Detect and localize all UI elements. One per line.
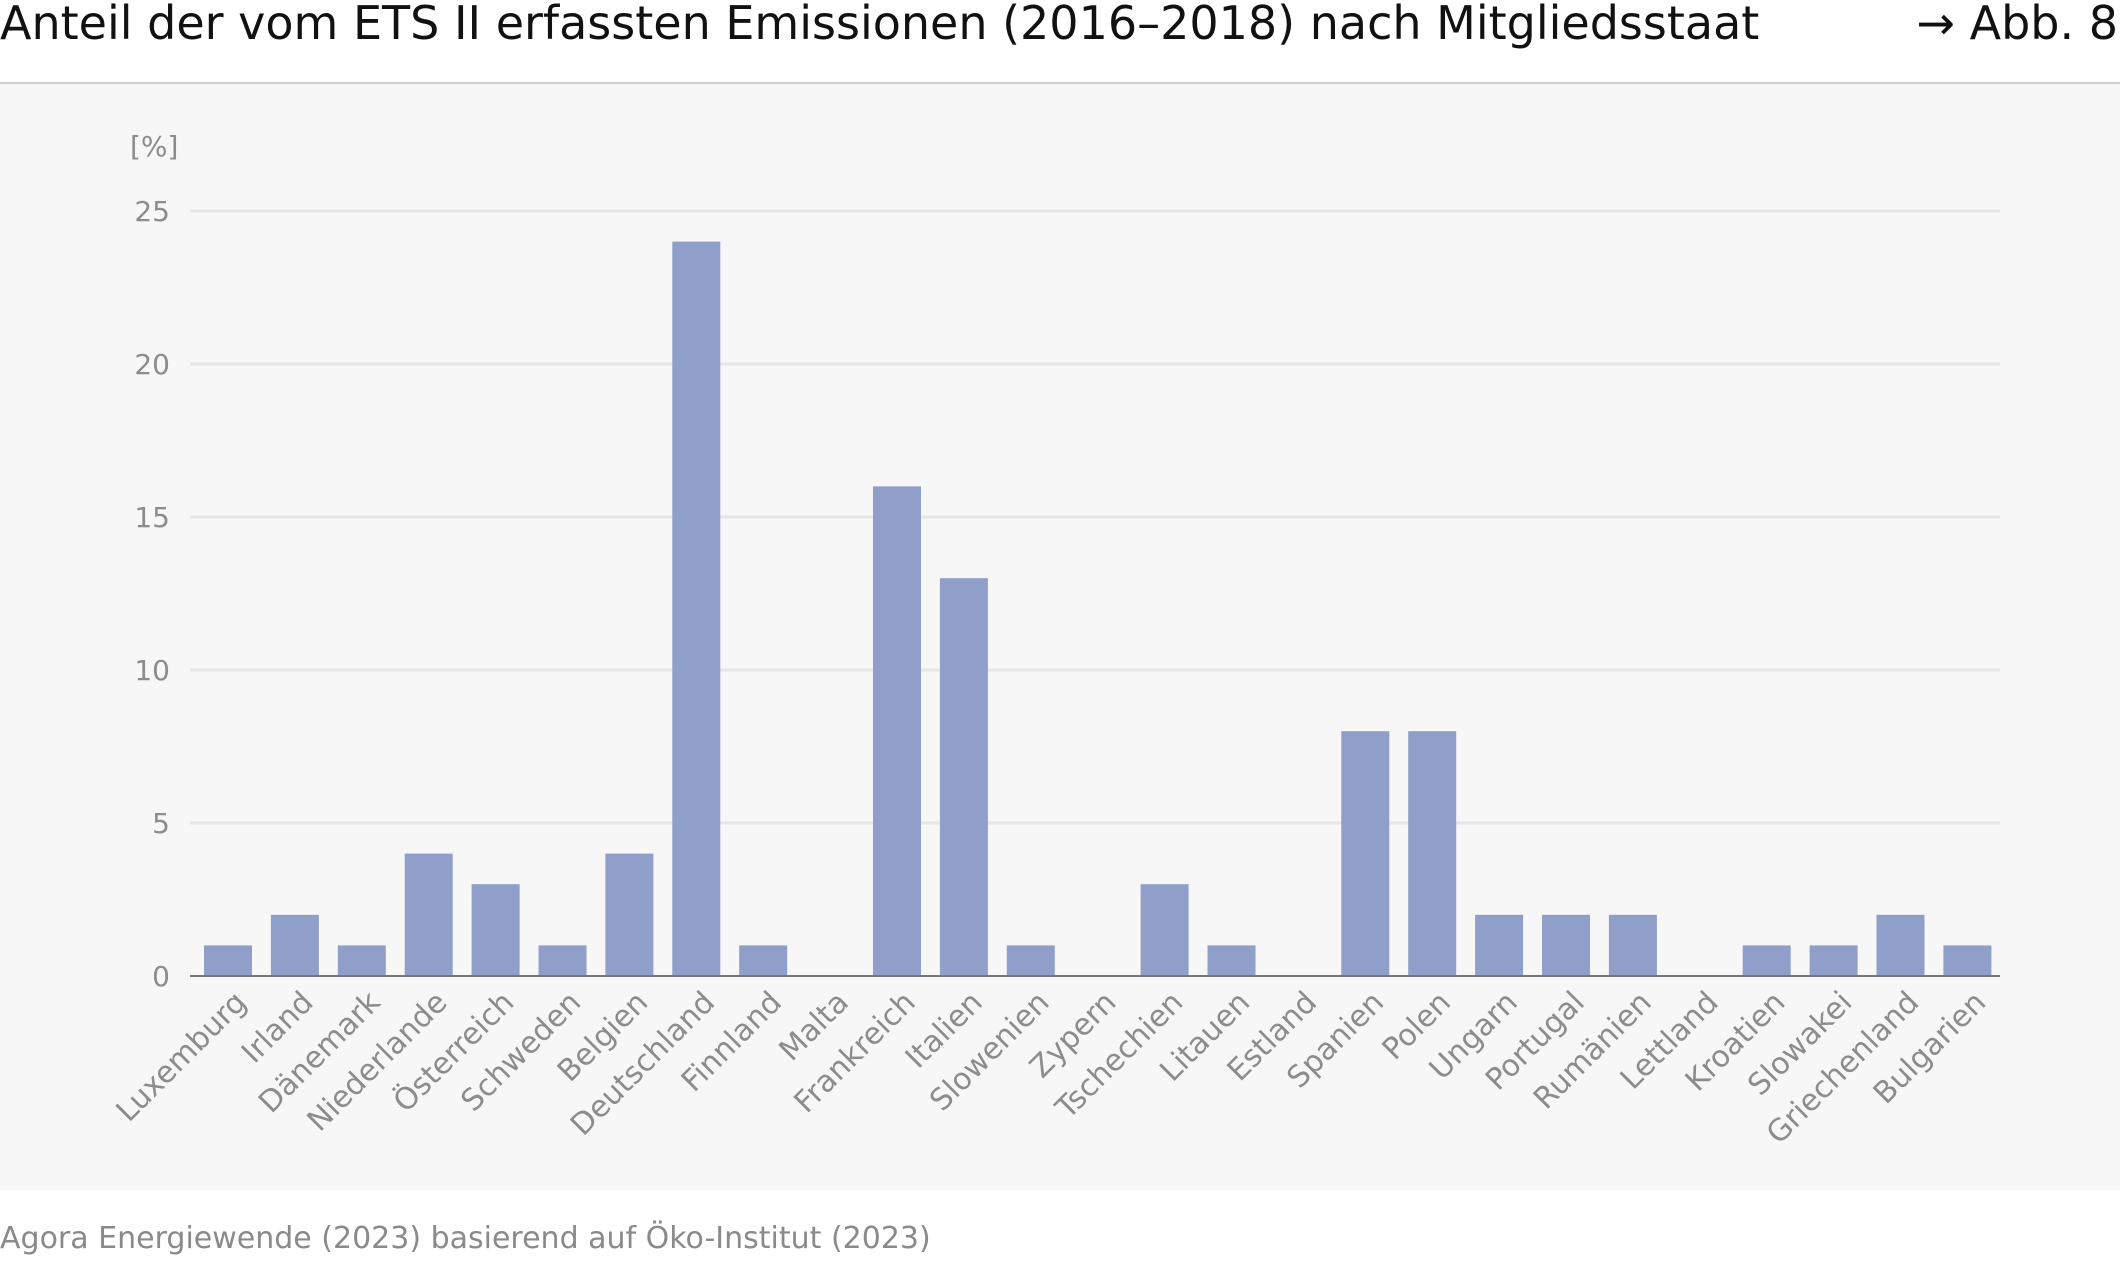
bar-tschechien xyxy=(1140,884,1189,976)
y-axis-unit-label: [%] xyxy=(130,130,178,163)
bar-schweden xyxy=(538,945,587,976)
y-tick-label: 0 xyxy=(152,960,170,993)
bar-belgien xyxy=(605,853,654,976)
y-tick-label: 20 xyxy=(134,348,170,381)
figure-reference[interactable]: → Abb. 8 xyxy=(1916,0,2118,50)
bar-bulgarien xyxy=(1943,945,1992,976)
bar-kroatien xyxy=(1742,945,1791,976)
bar-ungarn xyxy=(1475,914,1524,976)
bar-slowenien xyxy=(1006,945,1055,976)
bar-slowakei xyxy=(1809,945,1858,976)
bar-irland xyxy=(270,914,319,976)
y-tick-label: 5 xyxy=(152,807,170,840)
bar-spanien xyxy=(1341,731,1390,976)
bar-österreich xyxy=(471,884,520,976)
chart-title: Anteil der vom ETS II erfassten Emission… xyxy=(0,0,1760,50)
bar-chart: [%] 0510152025LuxemburgIrlandDänemarkNie… xyxy=(110,130,2000,1151)
header: Anteil der vom ETS II erfassten Emission… xyxy=(0,0,2120,82)
header-divider xyxy=(0,82,2120,84)
bar-dänemark xyxy=(337,945,386,976)
bar-litauen xyxy=(1207,945,1256,976)
axes: [%] 0510152025LuxemburgIrlandDänemarkNie… xyxy=(110,130,2000,1151)
bar-deutschland xyxy=(672,241,721,977)
bar-polen xyxy=(1408,731,1457,976)
bar-italien xyxy=(939,578,988,976)
gridlines xyxy=(190,209,2000,825)
x-tick-label: Luxemburg xyxy=(110,985,254,1129)
y-tick-label: 10 xyxy=(134,654,170,687)
y-tick-label: 25 xyxy=(134,195,170,228)
bar-portugal xyxy=(1542,914,1590,976)
bar-frankreich xyxy=(873,486,921,976)
bar-luxemburg xyxy=(204,945,252,976)
bar-griechenland xyxy=(1876,914,1925,976)
bar-niederlande xyxy=(404,853,453,976)
bars xyxy=(204,241,1992,977)
bar-finnland xyxy=(739,945,788,976)
plot-area: [%] 0 5 10 15 20 25 Luxemburg Irland Dänemark Nie… xyxy=(0,84,2120,1190)
source-note: Agora Energiewende (2023) basierend auf … xyxy=(0,1221,931,1256)
bar-rumänien xyxy=(1608,914,1657,976)
y-tick-label: 15 xyxy=(134,501,170,534)
